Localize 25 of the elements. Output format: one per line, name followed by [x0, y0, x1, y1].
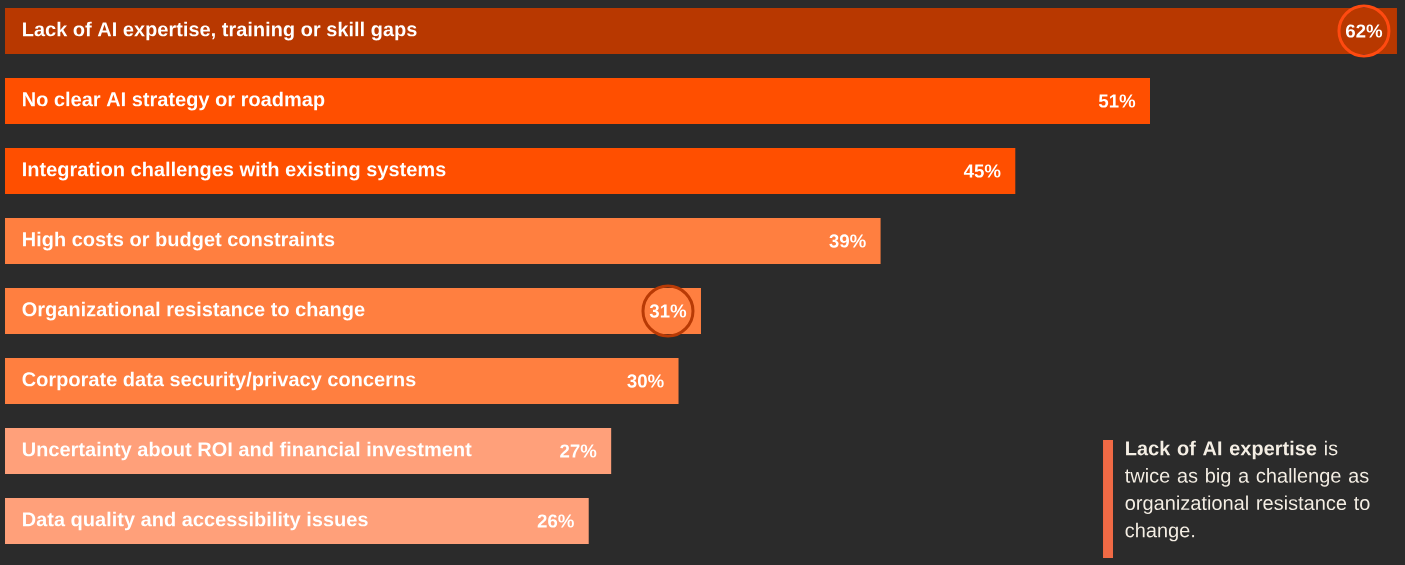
y-tick-label: Lack of AI expertise, training or skill gaps: [23, 21, 417, 41]
y-tick-label: High costs or budget constraints: [23, 231, 335, 251]
data-label: 26%: [537, 514, 574, 528]
y-tick-label: Integration challenges with existing systems: [23, 161, 446, 181]
data-label: 31%: [649, 304, 687, 318]
data-label: 27%: [560, 444, 597, 458]
annotation: Lack of AI expertise is twice as big a challenge as organizational resistance to change.: [1125, 440, 1370, 542]
data-label: 30%: [627, 374, 664, 388]
y-tick-label: No clear AI strategy or roadmap: [23, 91, 325, 111]
bar: [5, 428, 612, 474]
bar: [5, 288, 701, 335]
bar: [5, 358, 679, 405]
bar: [5, 8, 1397, 55]
y-tick-label: Uncertainty about ROI and financial investment: [22, 441, 472, 461]
data-label: 39%: [829, 234, 866, 248]
bar: [5, 78, 1150, 124]
bar: [5, 498, 589, 544]
data-label: 51%: [1098, 94, 1136, 108]
bar: [5, 148, 1016, 194]
y-tick-label: Corporate data security/privacy concerns: [22, 371, 416, 391]
data-label: 62%: [1345, 24, 1383, 38]
y-tick-label: Organizational resistance to change: [22, 301, 365, 321]
data-label: 45%: [963, 164, 1001, 178]
bar: [5, 218, 881, 265]
y-tick-label: Data quality and accessibility issues: [23, 511, 368, 531]
